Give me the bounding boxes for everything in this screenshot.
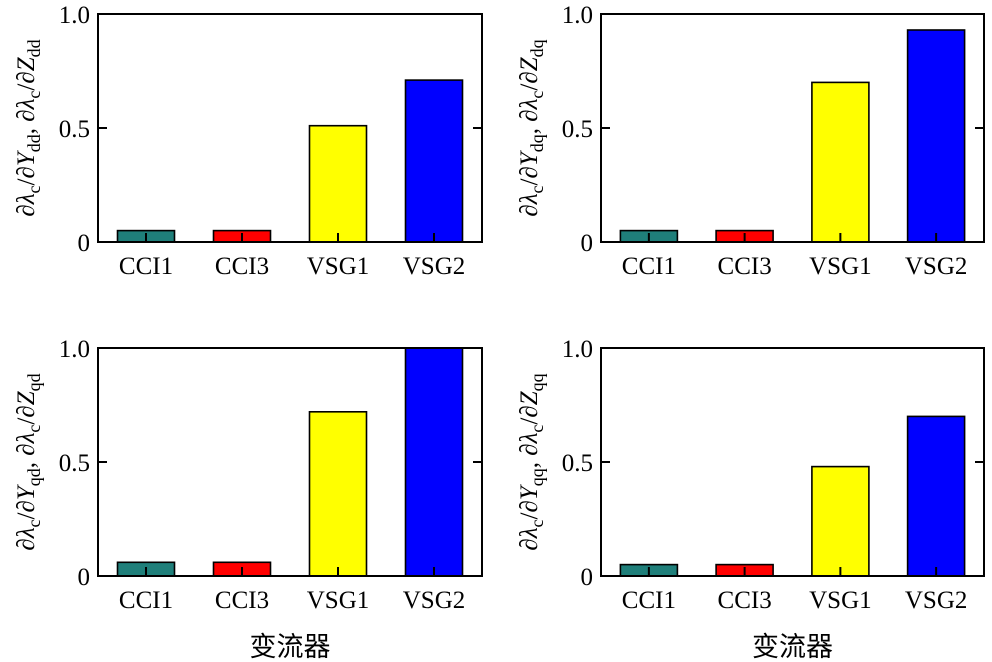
bar-vsg2 <box>906 29 966 243</box>
x-tick-label: CCI3 <box>215 253 269 280</box>
x-tick-label: CCI3 <box>718 253 772 280</box>
y-label-part: , ∂ <box>13 443 40 468</box>
y-label-part: Z <box>516 56 543 71</box>
y-label-part: λ <box>13 432 40 444</box>
y-label-part: λ <box>516 527 543 539</box>
y-label-part: /∂ <box>13 405 40 424</box>
x-tick-label: VSG1 <box>307 587 370 614</box>
y-label-part: c <box>527 425 547 433</box>
y-tick-label: 0 <box>581 564 594 591</box>
y-label-part: Y <box>13 483 40 500</box>
y-tick-label: 1.0 <box>59 2 90 29</box>
bar-vsg1 <box>308 124 368 243</box>
y-tick-label: 0.5 <box>562 116 593 143</box>
y-label-part: λ <box>13 98 40 110</box>
y-label-part: , ∂ <box>516 443 543 468</box>
y-label-part: Y <box>13 149 40 166</box>
y-tick-label: 1.0 <box>562 336 593 363</box>
x-axis-label: 变流器 <box>752 632 833 662</box>
x-tick-label: CCI1 <box>622 253 676 280</box>
y-label-part: /∂ <box>516 500 543 519</box>
bar-vsg2 <box>404 79 464 243</box>
bar-vsg1 <box>811 81 870 243</box>
y-label-part: dq <box>527 134 547 152</box>
y-label-part: /∂ <box>516 71 543 90</box>
y-label-part: c <box>527 519 547 527</box>
x-tick-label: VSG2 <box>403 587 466 614</box>
y-label-part: c <box>24 91 44 99</box>
y-label-part: /∂ <box>13 166 40 185</box>
y-label-part: λ <box>13 527 40 539</box>
y-label-part: ∂ <box>516 204 543 216</box>
bar-vsg2 <box>906 415 966 577</box>
y-tick-label: 0 <box>581 230 594 257</box>
y-label-part: c <box>24 185 44 193</box>
y-tick-label: 1.0 <box>562 2 593 29</box>
y-label-part: λ <box>516 193 543 205</box>
y-label-part: qq <box>527 373 547 391</box>
x-tick-label: VSG2 <box>905 587 968 614</box>
y-axis-label: ∂λc/∂Yqq, ∂λc/∂Zqq <box>516 373 547 550</box>
bar-vsg1 <box>811 465 870 577</box>
y-label-part: /∂ <box>516 166 543 185</box>
y-tick-label: 0.5 <box>562 450 593 477</box>
y-label-part: Z <box>13 56 40 71</box>
x-tick-label: CCI3 <box>718 587 772 614</box>
y-label-part: c <box>24 425 44 433</box>
y-axis-label: ∂λc/∂Yqd, ∂λc/∂Zqd <box>13 373 44 550</box>
y-tick-label: 0 <box>78 564 91 591</box>
y-label-part: λ <box>13 193 40 205</box>
x-tick-label: CCI1 <box>622 587 676 614</box>
x-tick-label: CCI3 <box>215 587 269 614</box>
y-tick-label: 0 <box>78 230 91 257</box>
y-label-part: /∂ <box>516 405 543 424</box>
y-tick-label: 0.5 <box>59 450 90 477</box>
y-label-part: dd <box>24 134 44 152</box>
y-label-part: qd <box>24 373 44 391</box>
y-tick-label: 0.5 <box>59 116 90 143</box>
y-label-part: Z <box>516 390 543 405</box>
y-label-part: ∂ <box>13 538 40 550</box>
x-tick-label: CCI1 <box>119 587 173 614</box>
bar-vsg1 <box>308 410 368 577</box>
x-tick-label: CCI1 <box>119 253 173 280</box>
y-label-part: dd <box>24 39 44 57</box>
y-label-part: Y <box>516 483 543 500</box>
x-tick-label: VSG1 <box>307 253 370 280</box>
y-label-part: , ∂ <box>13 109 40 134</box>
y-label-part: Z <box>13 390 40 405</box>
y-axis-label: ∂λc/∂Ydd, ∂λc/∂Zdd <box>13 39 44 216</box>
y-label-part: Y <box>516 149 543 166</box>
y-label-part: c <box>527 185 547 193</box>
y-label-part: λ <box>516 98 543 110</box>
x-tick-label: VSG1 <box>809 253 872 280</box>
y-label-part: dq <box>527 39 547 57</box>
y-tick-label: 1.0 <box>59 336 90 363</box>
y-label-part: qq <box>527 468 547 486</box>
y-label-part: /∂ <box>13 500 40 519</box>
bar-vsg2 <box>404 347 464 577</box>
y-axis-label: ∂λc/∂Ydq, ∂λc/∂Zdq <box>516 39 547 216</box>
x-tick-label: VSG1 <box>809 587 872 614</box>
y-label-part: c <box>527 91 547 99</box>
y-label-part: λ <box>516 432 543 444</box>
y-label-part: , ∂ <box>516 109 543 134</box>
y-label-part: c <box>24 519 44 527</box>
x-tick-label: VSG2 <box>403 253 466 280</box>
x-axis-label: 变流器 <box>250 632 331 662</box>
y-label-part: /∂ <box>13 71 40 90</box>
y-label-part: qd <box>24 468 44 486</box>
y-label-part: ∂ <box>13 204 40 216</box>
y-label-part: ∂ <box>516 538 543 550</box>
x-tick-label: VSG2 <box>905 253 968 280</box>
